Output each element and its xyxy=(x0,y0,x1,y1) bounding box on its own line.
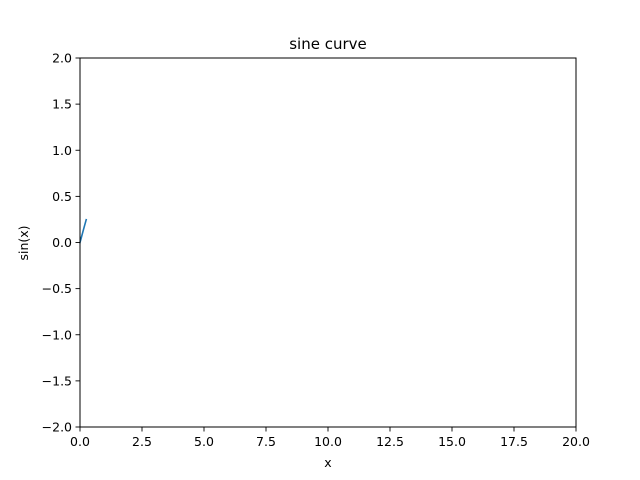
y-tick-label: 0.0 xyxy=(52,235,72,250)
y-tick-label: −2.0 xyxy=(42,420,72,435)
y-tick-label: −0.5 xyxy=(42,281,72,296)
x-tick-label: 12.5 xyxy=(376,434,404,449)
x-tick-label: 17.5 xyxy=(500,434,528,449)
y-axis-label: sin(x) xyxy=(16,225,31,260)
x-tick-label: 7.5 xyxy=(256,434,276,449)
x-tick-label: 0.0 xyxy=(70,434,90,449)
y-tick-label: −1.5 xyxy=(42,373,72,388)
x-axis: 0.0 2.5 5.0 7.5 10.0 12.5 15.0 17.5 20.0 xyxy=(70,427,590,449)
series-line xyxy=(79,218,88,244)
y-tick-label: 1.5 xyxy=(52,97,72,112)
x-tick-label: 5.0 xyxy=(194,434,214,449)
y-tick-label: −1.0 xyxy=(42,327,72,342)
y-tick-label: 1.0 xyxy=(52,143,72,158)
axes-frame xyxy=(79,57,577,428)
x-tick-label: 2.5 xyxy=(132,434,152,449)
chart-title: sine curve xyxy=(289,35,367,53)
x-axis-label: x xyxy=(324,455,331,470)
y-tick-label: 2.0 xyxy=(52,51,72,66)
x-tick-label: 15.0 xyxy=(438,434,466,449)
x-tick-label: 10.0 xyxy=(314,434,342,449)
y-axis: −2.0 −1.5 −1.0 −0.5 0.0 0.5 1.0 1.5 2.0 xyxy=(42,51,80,435)
y-tick-label: 0.5 xyxy=(52,189,72,204)
plot-area xyxy=(79,218,88,244)
x-tick-label: 20.0 xyxy=(562,434,590,449)
